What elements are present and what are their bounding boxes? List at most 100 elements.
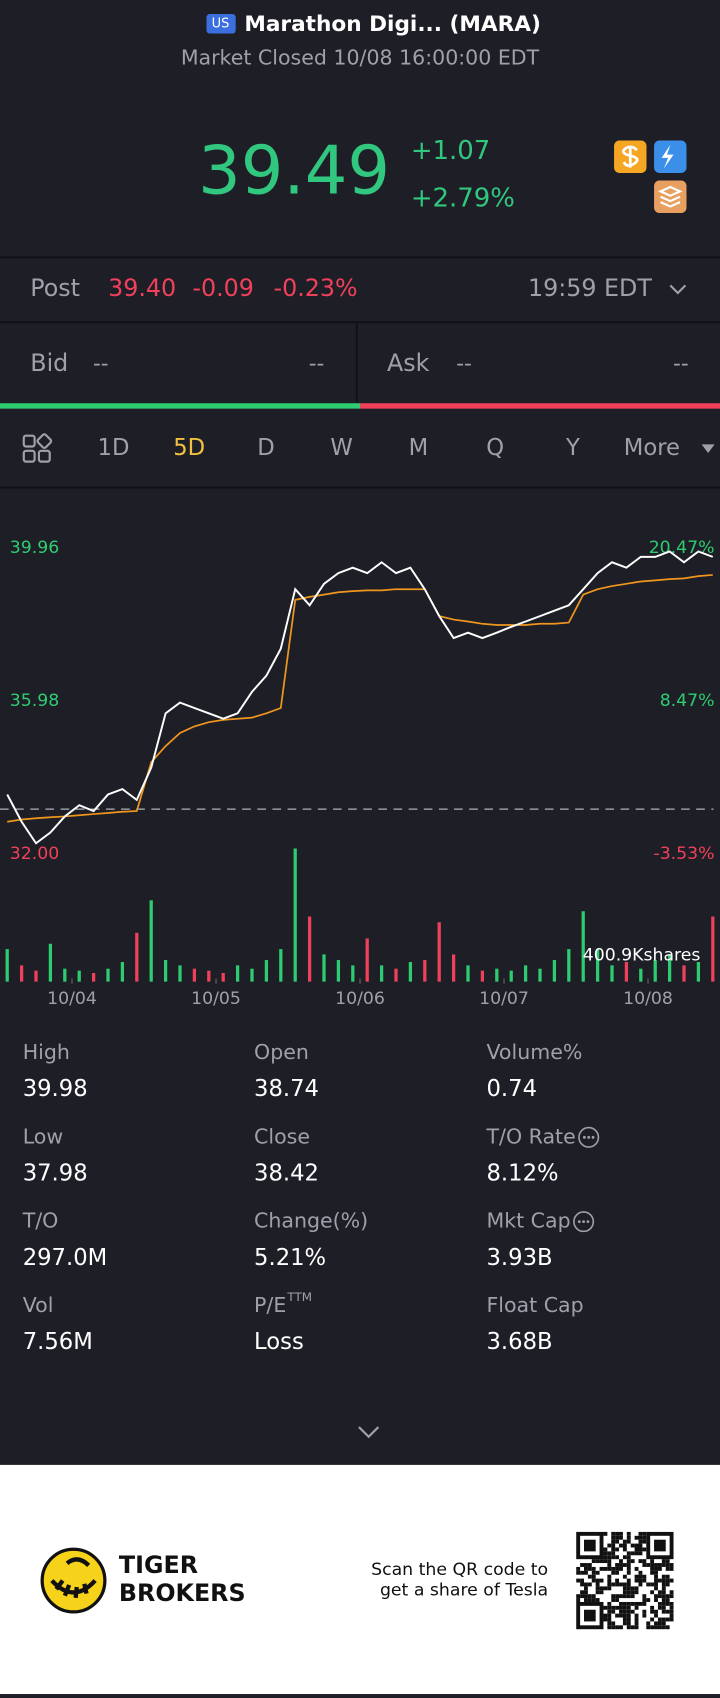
qr-module [657,1625,662,1630]
qr-module [599,1578,604,1583]
volume-bar [120,962,125,982]
qr-module [622,1613,627,1618]
tiger-stripes [50,1557,97,1599]
qr-module [650,1566,655,1571]
period-tab[interactable]: D [257,435,274,461]
stat-value: 37.98 [23,1161,88,1187]
qr-module [599,1590,604,1595]
qr-module [607,1555,612,1560]
qr-module [642,1535,647,1540]
volume-bar [106,968,110,982]
period-tab[interactable]: 5D [173,435,205,461]
qr-module [661,1594,666,1599]
qr-module [607,1551,612,1556]
qr-module [657,1563,662,1567]
qr-module [611,1625,616,1630]
last-price: 39.49 [198,132,390,210]
bid-bar [0,403,361,409]
period-tab[interactable]: M [409,435,429,461]
qr-module [626,1617,631,1622]
qr-module [626,1539,631,1544]
period-tab[interactable]: W [330,435,352,461]
qr-module [665,1617,670,1622]
qr-module [584,1598,588,1602]
price-change: +1.07 [411,136,490,166]
qr-module [603,1547,608,1552]
qr-module [669,1578,674,1583]
volume-bar [178,965,182,982]
qr-module [638,1559,643,1564]
qr-module [654,1586,658,1591]
qr-module [654,1613,658,1618]
brand-name: BROKERS [119,1579,246,1607]
period-tab[interactable]: Q [486,435,504,461]
qr-module [595,1590,600,1595]
info-icon[interactable] [578,1126,600,1148]
qr-module [587,1594,592,1599]
qr-module [634,1613,639,1618]
expand-chevron[interactable] [669,284,687,295]
qr-module [607,1578,612,1583]
period-tab[interactable]: 1D [98,435,130,461]
collapse-chevron[interactable] [358,1426,380,1439]
qr-module [611,1531,616,1536]
volume-bar [394,968,398,982]
qr-module [591,1578,596,1583]
qr-module [615,1535,620,1540]
volume-bar [653,960,657,982]
qr-module [634,1617,639,1622]
info-icon[interactable] [573,1211,595,1233]
qr-module [603,1566,608,1571]
qr-module [638,1570,643,1575]
qr-module [634,1601,639,1606]
bid-label: Bid [30,349,68,377]
qr-module [591,1566,596,1571]
volume-bar [538,968,542,982]
stat-value: 0.74 [486,1076,537,1102]
qr-module [654,1582,658,1587]
volume-bar [34,970,38,982]
price-line [7,574,713,823]
period-tab[interactable]: More [624,435,680,461]
bid-price: -- [93,351,109,376]
info-dot [582,1220,586,1224]
volume-bar [207,970,211,982]
qr-module [611,1555,616,1560]
qr-module [591,1574,596,1579]
qr-module [657,1590,662,1595]
qr-module [580,1570,585,1575]
qr-module [634,1586,639,1591]
qr-module [657,1578,662,1583]
qr-module [587,1566,592,1571]
qr-module [661,1598,666,1602]
stat-value: 38.42 [254,1161,319,1187]
volume-bar [293,848,297,982]
volume-bar [235,965,240,982]
qr-module [638,1574,643,1579]
qr-module [634,1578,639,1583]
info-dot [577,1220,581,1224]
period-tab[interactable]: Y [565,435,580,461]
layout-icon[interactable] [22,433,53,463]
post-price: 39.40 [108,274,176,302]
qr-module [607,1563,612,1567]
qr-module [654,1566,658,1571]
qr-module [595,1582,600,1587]
qr-module [615,1563,620,1567]
volume-bar [91,973,96,982]
volume-bar [307,916,312,982]
qr-module [634,1590,639,1595]
qr-module [615,1605,620,1610]
volume-bar [163,960,168,982]
stat-label: T/O [22,1209,59,1233]
qr-module [626,1570,631,1575]
qr-module [587,1582,592,1587]
qr-module [626,1609,631,1614]
more-arrow[interactable] [701,444,715,453]
qr-module [654,1625,658,1630]
qr-module [607,1582,612,1587]
qr-module [642,1563,647,1567]
volume-bar [135,932,139,982]
qr-module [622,1547,627,1552]
qr-module [630,1594,635,1599]
